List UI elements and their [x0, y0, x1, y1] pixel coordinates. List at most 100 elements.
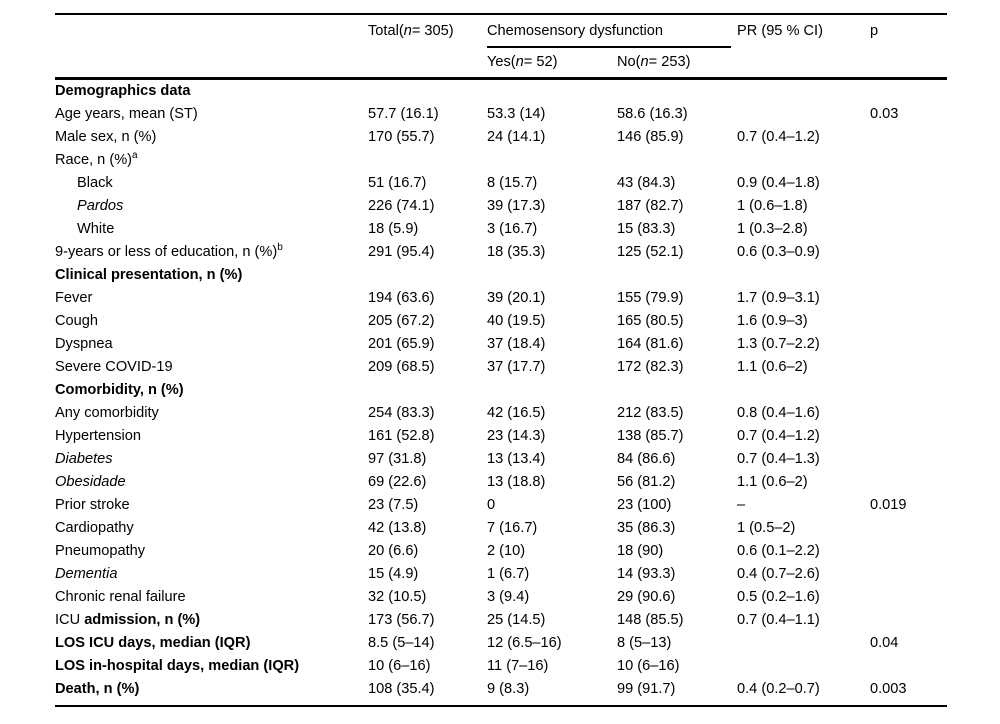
row-label: Pardos: [77, 198, 124, 214]
table-row: Chronic renal failure 32 (10.5) 3 (9.4) 29 …: [55, 586, 947, 609]
cell-yes: 13 (13.4): [487, 451, 546, 467]
table-body: Demographics data Age years, mean (ST) 57.…: [55, 80, 947, 701]
cell-yes: [487, 149, 617, 172]
cell-total: 51 (16.7): [368, 175, 427, 191]
row-label: Chronic renal failure: [55, 589, 186, 605]
cell-p: [870, 310, 947, 333]
cell-no: 146 (85.9): [617, 129, 684, 145]
cell-pr: 0.7 (0.4–1.2): [737, 129, 820, 145]
table-header-row-1: Total(n = 305) Chemosensory dysfunction …: [55, 15, 947, 48]
cell-pr: 0.7 (0.4–1.1): [737, 612, 820, 628]
header-group-chemosensory: Chemosensory dysfunction: [487, 15, 731, 48]
header-group-label: Chemosensory dysfunction: [487, 22, 664, 39]
cell-p: [870, 379, 947, 402]
cell-pr: 1 (0.6–1.8): [737, 198, 808, 214]
cell-yes: 13 (18.8): [487, 474, 546, 490]
cell-pr: –: [737, 497, 746, 513]
cell-p: 0.03: [870, 106, 899, 122]
cell-pr: [737, 632, 870, 655]
header-no: No(n = 253): [617, 46, 737, 77]
cell-yes: 12 (6.5–16): [487, 635, 562, 651]
row-label: 9-years or less of education, n (%)b: [55, 242, 283, 260]
cell-yes: 2 (10): [487, 543, 526, 559]
row-label: Demographics data: [55, 83, 191, 99]
cell-p: [870, 356, 947, 379]
table-row: Comorbidity, n (%): [55, 379, 947, 402]
table-row: Demographics data: [55, 80, 947, 103]
table-row: Cardiopathy 42 (13.8) 7 (16.7) 35 (86.3) 1 (…: [55, 517, 947, 540]
cell-no: 212 (83.5): [617, 405, 684, 421]
cell-no: 8 (5–13): [617, 635, 672, 651]
cell-no: 18 (90): [617, 543, 664, 559]
cell-no: 84 (86.6): [617, 451, 676, 467]
cell-total: 108 (35.4): [368, 681, 435, 697]
table-row: LOS ICU days, median (IQR) 8.5 (5–14) 12 (…: [55, 632, 947, 655]
cell-pr: [737, 264, 870, 287]
header-no-pre: No(: [617, 53, 641, 70]
cell-yes: 3 (9.4): [487, 589, 530, 605]
header-yes: Yes(n = 52): [487, 46, 617, 77]
cell-pr: [737, 655, 870, 678]
cell-yes: 0: [487, 497, 496, 513]
table-row: Obesidade 69 (22.6) 13 (18.8) 56 (81.2) 1.1 …: [55, 471, 947, 494]
header-no-n: n: [640, 53, 649, 70]
row-label: LOS in-hospital days, median (IQR): [55, 658, 300, 674]
cell-yes: [487, 80, 617, 103]
cell-yes: 24 (14.1): [487, 129, 546, 145]
cell-p: [870, 218, 947, 241]
header-empty-cell: [55, 46, 368, 77]
cell-pr: 0.6 (0.1–2.2): [737, 543, 820, 559]
cell-p: [870, 425, 947, 448]
row-label: Dementia: [55, 566, 118, 582]
cell-p: 0.04: [870, 635, 899, 651]
cell-pr: 1.3 (0.7–2.2): [737, 336, 820, 352]
cell-no: [617, 264, 737, 287]
table-row: Male sex, n (%) 170 (55.7) 24 (14.1) 146 (8…: [55, 126, 947, 149]
row-label: ICU admission, n (%): [55, 612, 201, 628]
cell-no: 187 (82.7): [617, 198, 684, 214]
header-pr: PR (95 % CI): [737, 15, 870, 46]
cell-yes: 7 (16.7): [487, 520, 538, 536]
cell-total: 10 (6–16): [368, 658, 431, 674]
cell-total: 32 (10.5): [368, 589, 427, 605]
row-label: Severe COVID-19: [55, 359, 173, 375]
cell-yes: 25 (14.5): [487, 612, 546, 628]
cell-total: 15 (4.9): [368, 566, 419, 582]
cell-total: 8.5 (5–14): [368, 635, 435, 651]
cell-p: [870, 609, 947, 632]
table-row: Diabetes 97 (31.8) 13 (13.4) 84 (86.6) 0.7 (…: [55, 448, 947, 471]
table-top-rule: [55, 13, 947, 15]
cell-yes: 11 (7–16): [487, 658, 549, 674]
cell-total: 170 (55.7): [368, 129, 435, 145]
footnote-marker: a: [132, 150, 138, 162]
cell-total: [368, 149, 487, 172]
cell-pr: 1.1 (0.6–2): [737, 359, 808, 375]
cell-pr: 1.6 (0.9–3): [737, 313, 808, 329]
table-row: Fever 194 (63.6) 39 (20.1) 155 (79.9) 1.7 (0…: [55, 287, 947, 310]
cell-pr: 1 (0.3–2.8): [737, 221, 808, 237]
table-row: Prior stroke 23 (7.5) 0 23 (100) – 0.019: [55, 494, 947, 517]
table-row: Race, n (%)a: [55, 149, 947, 172]
cell-p: [870, 264, 947, 287]
row-label: Age years, mean (ST): [55, 106, 198, 122]
cell-no: 15 (83.3): [617, 221, 676, 237]
table-row: Clinical presentation, n (%): [55, 264, 947, 287]
table-row: 9-years or less of education, n (%)b 291 …: [55, 241, 947, 264]
row-label: Fever: [55, 290, 93, 306]
row-label: Prior stroke: [55, 497, 130, 513]
cell-no: 56 (81.2): [617, 474, 676, 490]
cell-no: 172 (82.3): [617, 359, 684, 375]
cell-total: 226 (74.1): [368, 198, 435, 214]
row-label: Death, n (%): [55, 681, 140, 697]
table-row: Pardos 226 (74.1) 39 (17.3) 187 (82.7) 1 (0.…: [55, 195, 947, 218]
cell-total: 205 (67.2): [368, 313, 435, 329]
cell-p: [870, 126, 947, 149]
cell-p: [870, 563, 947, 586]
cell-no: 138 (85.7): [617, 428, 684, 444]
row-label-bold-part: admission, n (%): [84, 612, 201, 628]
cell-no: 125 (52.1): [617, 244, 684, 260]
cell-yes: 8 (15.7): [487, 175, 538, 191]
cell-p: [870, 402, 947, 425]
cell-total: 23 (7.5): [368, 497, 419, 513]
cell-total: 201 (65.9): [368, 336, 435, 352]
